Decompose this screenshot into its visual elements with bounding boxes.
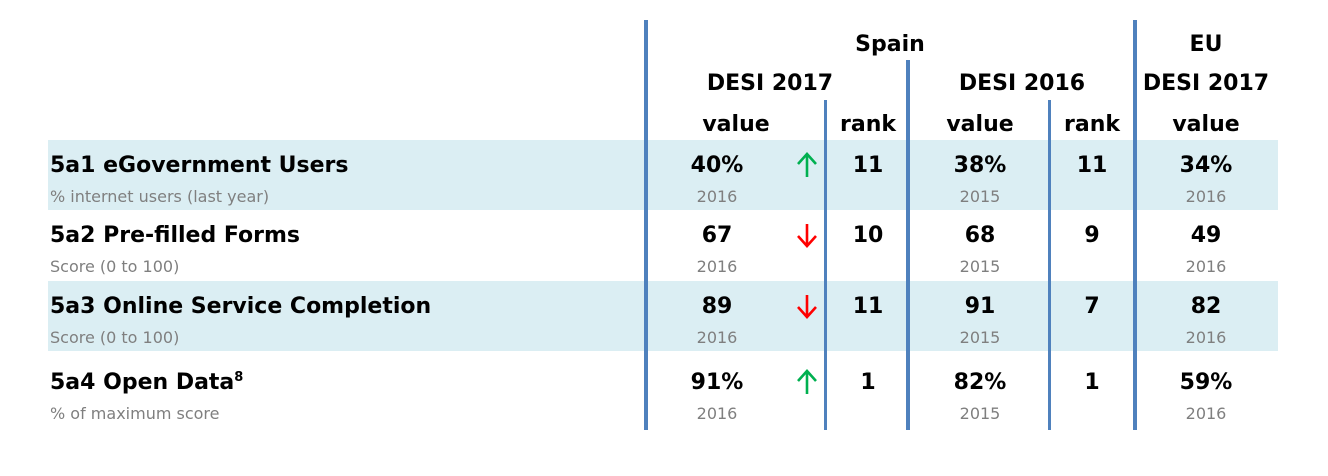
- indicator-name: 5a2 Pre-filled Forms: [50, 223, 300, 248]
- spain-2016-value: 91: [964, 294, 996, 319]
- spain-2017-year: 2016: [696, 257, 738, 276]
- trend-down-arrow-icon: [797, 295, 817, 319]
- trend-up-arrow-icon: [797, 152, 817, 177]
- spain-2017-rank: 10: [852, 223, 884, 248]
- eu-2017-value: 82: [1190, 294, 1222, 319]
- divider-eu: [1133, 20, 1137, 430]
- indicator-unit: Score (0 to 100): [50, 328, 180, 347]
- eu-2017-year: 2016: [1185, 404, 1227, 423]
- spain-2016-year: 2015: [959, 257, 1001, 276]
- table-row: 5a2 Pre-filled Forms Score (0 to 100) 67 20…: [0, 213, 1328, 283]
- spain-2016-value: 68: [964, 223, 996, 248]
- spain-2017-rank: 1: [860, 370, 876, 395]
- footnote-marker: 8: [234, 370, 244, 385]
- table-row: 5a4 Open Data8 % of maximum score 91% 2016 1…: [0, 360, 1328, 430]
- spain-2016-value: 38%: [953, 153, 1007, 178]
- header-value-spain-2016: value: [946, 112, 1014, 137]
- spain-2016-rank: 11: [1076, 153, 1108, 178]
- header-value-spain-2017: value: [702, 112, 770, 137]
- spain-2017-value: 89: [701, 294, 733, 319]
- eu-2017-value: 34%: [1179, 153, 1233, 178]
- header-desi-2017-eu: DESI 2017: [1142, 71, 1270, 96]
- divider-desi-2016: [906, 60, 910, 430]
- table-row: 5a3 Online Service Completion Score (0 to…: [0, 284, 1328, 354]
- row-band-1: [48, 140, 1278, 210]
- spain-2016-rank: 9: [1084, 223, 1100, 248]
- indicator-name: 5a4 Open Data8: [50, 370, 244, 395]
- indicator-unit: % of maximum score: [50, 404, 220, 423]
- spain-2017-rank: 11: [852, 153, 884, 178]
- trend-down-arrow-icon: [797, 224, 817, 248]
- indicator-name: 5a3 Online Service Completion: [50, 294, 432, 319]
- indicator-unit: % internet users (last year): [50, 187, 270, 206]
- eu-2017-value: 59%: [1179, 370, 1233, 395]
- indicator-name: 5a1 eGovernment Users: [50, 153, 349, 178]
- header-rank-spain-2016: rank: [1064, 112, 1120, 137]
- spain-2017-year: 2016: [696, 187, 738, 206]
- divider-spain: [644, 20, 648, 430]
- header-value-eu-2017: value: [1172, 112, 1240, 137]
- spain-2017-value: 91%: [690, 370, 744, 395]
- eu-2017-year: 2016: [1185, 187, 1227, 206]
- spain-2016-value: 82%: [953, 370, 1007, 395]
- header-spain: Spain: [855, 32, 925, 57]
- indicator-unit: Score (0 to 100): [50, 257, 180, 276]
- header-eu: EU: [1189, 32, 1223, 57]
- spain-2016-year: 2015: [959, 187, 1001, 206]
- spain-2016-rank: 7: [1084, 294, 1100, 319]
- spain-2016-year: 2015: [959, 328, 1001, 347]
- divider-rank-2016: [1048, 100, 1051, 430]
- spain-2016-year: 2015: [959, 404, 1001, 423]
- header-desi-2016-spain: DESI 2016: [958, 71, 1086, 96]
- eu-2017-year: 2016: [1185, 328, 1227, 347]
- spain-2017-year: 2016: [696, 328, 738, 347]
- trend-up-arrow-icon: [797, 369, 817, 394]
- header-rank-spain-2017: rank: [840, 112, 896, 137]
- spain-2017-value: 67: [701, 223, 733, 248]
- eu-2017-year: 2016: [1185, 257, 1227, 276]
- spain-2016-rank: 1: [1084, 370, 1100, 395]
- spain-2017-rank: 11: [852, 294, 884, 319]
- eu-2017-value: 49: [1190, 223, 1222, 248]
- spain-2017-value: 40%: [690, 153, 744, 178]
- table-row: 5a1 eGovernment Users % internet users (l…: [0, 143, 1328, 213]
- spain-2017-year: 2016: [696, 404, 738, 423]
- row-band-3: [48, 281, 1278, 351]
- header-desi-2017-spain: DESI 2017: [706, 71, 834, 96]
- divider-rank-2017: [824, 100, 827, 430]
